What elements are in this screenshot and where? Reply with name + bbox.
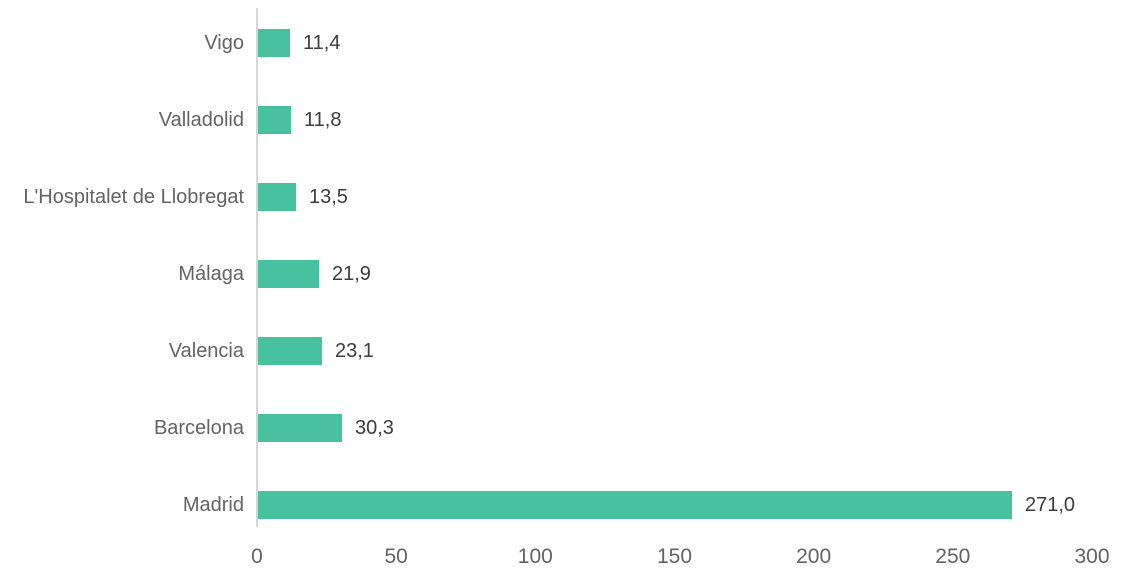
value-label: 23,1 [335, 340, 374, 362]
bar [258, 260, 319, 288]
value-label: 11,4 [303, 32, 341, 54]
x-tick-label: 50 [384, 545, 408, 568]
x-tick-label: 0 [251, 545, 263, 568]
x-tick-label: 100 [517, 545, 553, 568]
bar [258, 183, 296, 211]
category-label: Valladolid [158, 109, 244, 131]
y-axis-line [256, 8, 258, 527]
value-label: 11,8 [304, 109, 342, 131]
bar [258, 106, 291, 134]
category-label: Málaga [178, 263, 244, 285]
category-label: Madrid [182, 494, 244, 516]
category-label: Barcelona [153, 417, 244, 439]
category-label: L'Hospitalet de Llobregat [23, 186, 244, 208]
category-label: Valencia [168, 340, 244, 362]
value-label: 21,9 [332, 263, 371, 285]
value-label: 30,3 [355, 417, 394, 439]
bar [258, 491, 1012, 519]
category-label: Vigo [204, 32, 244, 54]
value-label: 271,0 [1025, 494, 1076, 516]
value-label: 13,5 [309, 186, 348, 208]
bar [258, 29, 290, 57]
bar [258, 414, 342, 442]
x-tick-label: 250 [935, 545, 971, 568]
x-tick-label: 150 [656, 545, 693, 568]
bar [258, 337, 322, 365]
x-tick-label: 200 [796, 545, 832, 568]
x-tick-label: 300 [1074, 545, 1110, 568]
